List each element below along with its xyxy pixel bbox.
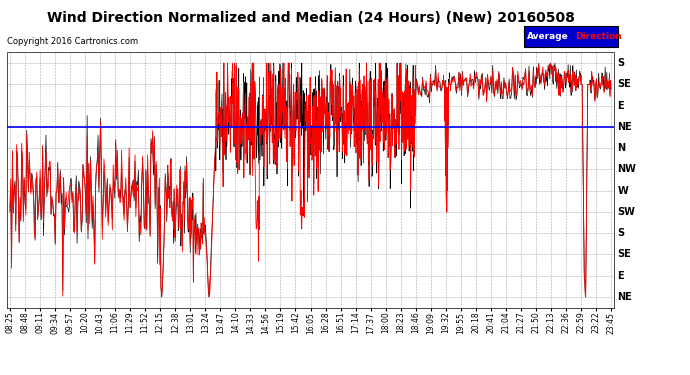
Text: Direction: Direction [575, 32, 622, 41]
Text: N: N [618, 143, 626, 153]
Text: S: S [618, 228, 624, 238]
Text: SW: SW [618, 207, 635, 217]
Text: Copyright 2016 Cartronics.com: Copyright 2016 Cartronics.com [7, 38, 138, 46]
Text: SE: SE [618, 80, 631, 89]
Text: E: E [618, 100, 624, 111]
Text: Wind Direction Normalized and Median (24 Hours) (New) 20160508: Wind Direction Normalized and Median (24… [46, 11, 575, 25]
Text: W: W [618, 186, 629, 196]
Text: Average: Average [526, 32, 569, 41]
Text: SE: SE [618, 249, 631, 259]
Text: S: S [618, 58, 624, 68]
Text: NW: NW [618, 164, 636, 174]
Text: NE: NE [618, 122, 632, 132]
Text: NE: NE [618, 292, 632, 302]
Text: E: E [618, 271, 624, 280]
